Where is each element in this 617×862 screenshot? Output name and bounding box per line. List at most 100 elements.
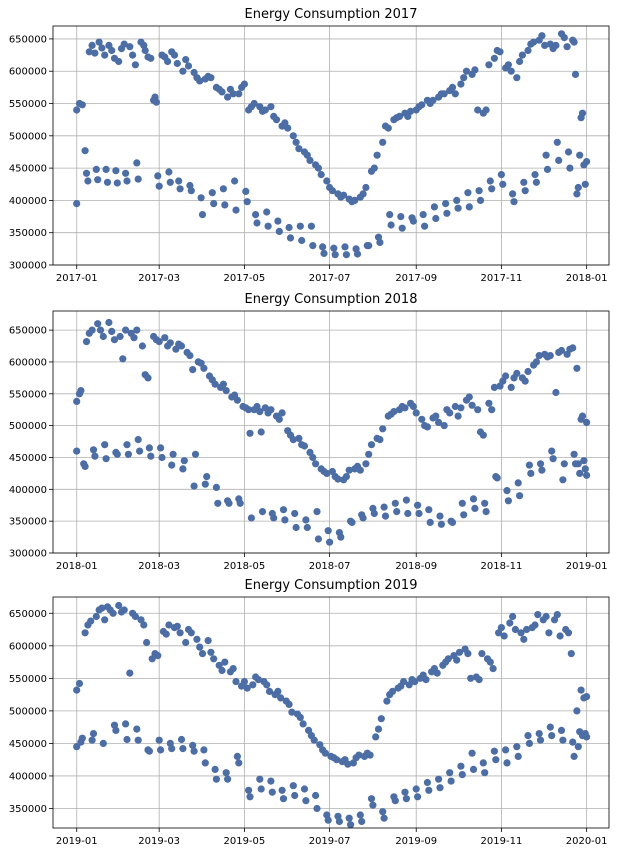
data-point: [465, 203, 473, 211]
chart-title: Energy Consumption 2019: [245, 578, 418, 593]
x-tick-label: 2018-01: [56, 561, 98, 572]
data-point: [502, 746, 510, 754]
data-point: [253, 219, 261, 227]
data-point: [119, 355, 127, 363]
data-point: [300, 442, 309, 450]
data-point: [358, 817, 366, 826]
data-point: [145, 444, 153, 452]
data-point: [105, 318, 113, 327]
data-point: [401, 788, 409, 796]
data-point: [120, 40, 128, 48]
data-point: [126, 669, 134, 677]
data-point: [263, 208, 271, 216]
data-point: [430, 203, 438, 211]
data-point: [289, 782, 297, 790]
data-point: [485, 399, 493, 407]
data-point: [250, 99, 258, 108]
data-point: [578, 412, 587, 420]
data-point: [490, 747, 498, 755]
data-point: [490, 383, 498, 391]
data-point: [180, 457, 188, 465]
data-point: [569, 344, 577, 352]
data-point: [402, 795, 410, 803]
data-point: [240, 678, 248, 686]
data-point: [274, 687, 282, 696]
x-tick-label: 2017-03: [138, 273, 180, 284]
data-point: [200, 364, 208, 372]
data-point: [211, 380, 219, 388]
data-point: [245, 406, 253, 414]
data-point: [78, 734, 86, 742]
data-point: [323, 177, 331, 185]
data-point: [553, 611, 561, 619]
data-point: [296, 222, 304, 230]
data-point: [270, 514, 278, 522]
data-point: [274, 217, 282, 225]
data-point: [246, 793, 254, 801]
data-point: [376, 436, 384, 444]
data-point: [412, 409, 420, 417]
data-point: [126, 43, 134, 51]
data-point: [570, 38, 578, 46]
data-point: [247, 514, 255, 522]
x-tick-label: 2018-05: [223, 561, 265, 572]
y-tick-label: 400000: [9, 771, 47, 782]
data-point: [263, 681, 271, 689]
data-point: [141, 46, 149, 55]
data-point: [108, 46, 116, 55]
data-point: [87, 617, 95, 625]
data-point: [312, 460, 320, 468]
data-point: [409, 402, 417, 411]
data-point: [507, 67, 515, 75]
data-point: [219, 380, 227, 388]
data-point: [219, 185, 227, 193]
data-point: [173, 622, 181, 630]
data-point: [425, 506, 433, 514]
data-point: [395, 112, 404, 120]
data-point: [366, 751, 374, 759]
data-point: [302, 516, 310, 524]
data-point: [207, 648, 215, 656]
y-tick-label: 350000: [9, 517, 47, 528]
data-point: [242, 187, 250, 195]
data-point: [229, 90, 237, 98]
data-point: [549, 455, 557, 463]
data-point: [285, 223, 293, 232]
data-point: [506, 619, 514, 627]
data-point: [182, 638, 190, 647]
data-point: [81, 147, 89, 155]
data-point: [295, 434, 303, 442]
data-point: [508, 612, 517, 621]
data-point: [73, 200, 81, 208]
data-point: [570, 450, 578, 458]
data-point: [536, 736, 545, 744]
data-point: [398, 224, 406, 232]
x-tick-label: 2018-01: [566, 273, 608, 284]
data-point: [513, 74, 521, 82]
data-point: [560, 34, 568, 42]
data-point: [552, 41, 560, 50]
data-point: [281, 516, 289, 524]
scatter-series: [73, 601, 591, 829]
data-point: [419, 211, 427, 219]
data-point: [122, 720, 130, 728]
data-point: [110, 336, 119, 344]
data-point: [102, 165, 110, 173]
data-point: [193, 635, 201, 643]
data-point: [479, 759, 487, 767]
data-point: [576, 469, 584, 477]
data-point: [379, 425, 387, 433]
data-point: [471, 504, 479, 512]
data-point: [359, 190, 367, 198]
data-point: [246, 429, 254, 437]
data-point: [267, 406, 275, 414]
x-tick-label: 2019-01: [566, 561, 608, 572]
data-point: [289, 132, 297, 140]
x-tick-label: 2017-05: [223, 273, 265, 284]
data-point: [131, 61, 139, 69]
data-point: [546, 352, 554, 360]
y-tick-label: 300000: [9, 549, 47, 560]
data-point: [143, 638, 151, 647]
data-point: [488, 185, 496, 193]
data-point: [136, 447, 144, 455]
